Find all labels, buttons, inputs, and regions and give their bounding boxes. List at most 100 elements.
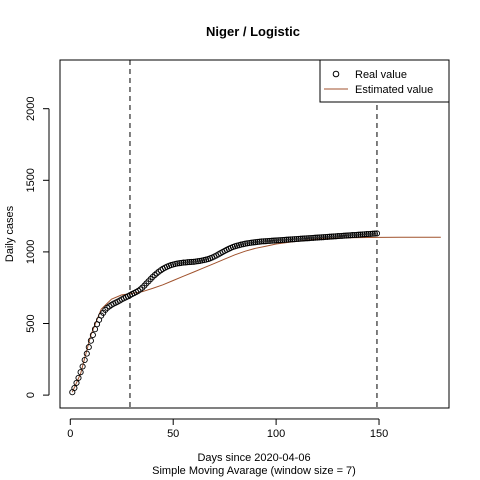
real-value-point (316, 234, 323, 241)
plot-frame (59, 59, 450, 409)
real-value-point (137, 286, 144, 293)
real-value-point (343, 232, 350, 239)
real-value-point (71, 384, 78, 392)
real-value-point (77, 369, 84, 376)
real-value-point (345, 232, 352, 239)
legend-label-real: Real value (355, 69, 407, 81)
real-value-point (256, 238, 263, 245)
real-value-point (338, 232, 346, 239)
real-value-point (277, 237, 284, 244)
legend-label-estimated: Estimated value (355, 84, 433, 96)
real-value-point (318, 234, 325, 241)
real-value-point (188, 258, 195, 265)
real-value-point (289, 236, 296, 243)
real-value-point (186, 259, 193, 266)
real-value-point (279, 236, 286, 244)
real-value-point (184, 259, 191, 266)
real-value-point (334, 233, 341, 240)
real-value-point (192, 258, 199, 265)
real-value-point (320, 234, 327, 241)
real-value-point (91, 326, 99, 333)
real-value-point (87, 337, 94, 344)
real-value-point (314, 234, 321, 241)
real-value-point (301, 235, 308, 242)
real-value-point (326, 233, 333, 240)
real-value-point (264, 237, 271, 245)
real-value-point (324, 233, 331, 240)
real-value-point (262, 238, 269, 245)
real-value-point (102, 306, 109, 313)
x-tick-label: 150 (370, 428, 388, 440)
x-tick-label: 50 (167, 428, 179, 440)
real-value-point (244, 240, 251, 247)
legend: Real value Estimated value (319, 59, 450, 103)
real-value-point (293, 235, 300, 243)
real-value-point (254, 238, 261, 245)
real-value-point (250, 239, 257, 246)
real-value-point (180, 259, 187, 266)
real-value-point (297, 235, 304, 242)
real-value-point (353, 231, 360, 238)
real-value-point (83, 350, 90, 357)
real-value-point (260, 238, 267, 245)
real-value-point (371, 230, 378, 237)
real-value-point (271, 237, 278, 244)
real-value-point (330, 233, 337, 240)
real-value-point (268, 237, 276, 244)
y-tick-label: 1500 (25, 168, 37, 192)
real-value-point (73, 379, 80, 386)
real-value-point (357, 231, 364, 238)
real-value-point (365, 230, 372, 238)
real-value-point (363, 231, 370, 238)
real-value-point (361, 231, 368, 238)
real-value-point (295, 235, 302, 242)
real-value-point (143, 280, 150, 287)
real-value-point (81, 356, 88, 364)
real-value-point (281, 236, 288, 243)
real-value-point (303, 235, 311, 242)
y-axis-label: Daily cases (4, 205, 16, 262)
real-value-point (178, 259, 185, 266)
legend-box (319, 59, 450, 103)
real-value-point (266, 237, 273, 244)
real-value-point (287, 236, 294, 243)
real-value-point (340, 232, 348, 239)
real-value-point (359, 231, 366, 238)
y-tick-label: 1000 (25, 240, 37, 264)
chart-title: Niger / Logistic (206, 24, 300, 39)
real-value-point (147, 276, 154, 283)
real-value-point (312, 234, 319, 241)
real-value-point (194, 258, 201, 265)
x-tick-label: 0 (67, 428, 73, 440)
y-tick-label: 0 (25, 392, 37, 398)
real-value-point (258, 238, 265, 245)
real-value-point (252, 239, 259, 246)
real-value-point (351, 231, 358, 239)
real-value-point (322, 233, 329, 241)
real-value-point (285, 236, 292, 243)
real-value-point (367, 230, 374, 237)
real-value-point (332, 233, 339, 240)
real-value-point (310, 234, 317, 241)
real-value-point (349, 232, 356, 239)
real-value-point (299, 235, 306, 242)
real-value-point (151, 272, 158, 279)
y-tick-label: 500 (25, 314, 37, 332)
x-axis-subtitle: Simple Moving Avarage (window size = 7) (152, 465, 356, 477)
real-value-point (291, 236, 298, 243)
real-value-point (347, 232, 354, 239)
real-value-point (355, 231, 362, 238)
real-value-point (328, 233, 335, 240)
real-value-point (89, 331, 96, 339)
real-value-point (305, 235, 313, 242)
y-tick-label: 2000 (25, 96, 37, 120)
real-value-point (275, 237, 282, 244)
real-value-point (283, 236, 290, 243)
x-axis-label: Days since 2020-04-06 (197, 452, 310, 464)
real-value-point (85, 344, 92, 351)
legend-point-symbol (332, 70, 340, 78)
real-value-point (369, 230, 376, 237)
real-value-point (308, 234, 315, 242)
x-tick-label: 100 (267, 428, 285, 440)
